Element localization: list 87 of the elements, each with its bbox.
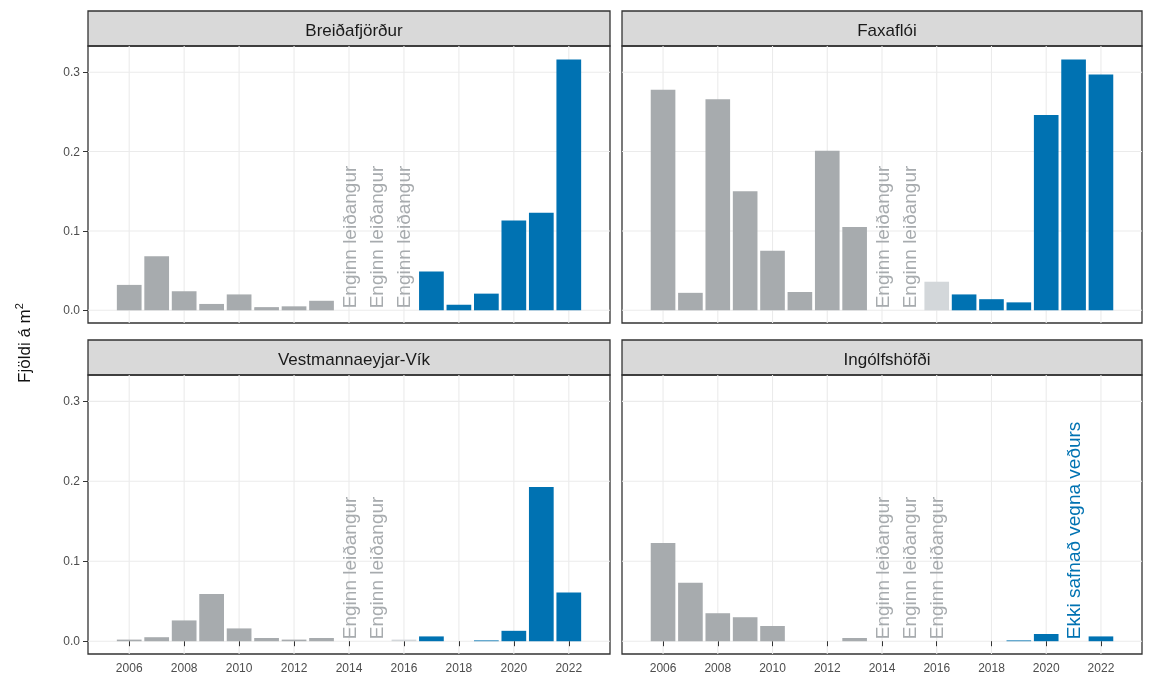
- bar: [144, 637, 170, 642]
- text: Enginn leiðangur: [365, 496, 387, 640]
- x-tick-label: 2018: [445, 661, 473, 675]
- bar: [309, 638, 334, 642]
- bar: [678, 582, 703, 642]
- text: Enginn leiðangur: [898, 165, 920, 309]
- y-tick-label: 0.0: [63, 303, 81, 318]
- bar: [419, 271, 444, 311]
- x-tick-label: 2022: [555, 661, 583, 675]
- bar: [171, 291, 197, 311]
- bar: [556, 592, 582, 642]
- x-tick-label: 2012: [280, 661, 308, 675]
- bar: [732, 191, 758, 311]
- bar: [501, 220, 527, 311]
- bar: [760, 626, 785, 642]
- x-tick-label: 2014: [335, 661, 363, 675]
- x-tick-label: 2008: [170, 661, 198, 675]
- x-tick-label: 2020: [500, 661, 528, 675]
- bar: [650, 542, 676, 642]
- bar: [760, 250, 785, 311]
- x-tick-label: 2006: [649, 661, 677, 675]
- bar: [814, 150, 840, 311]
- x-tick-label: 2022: [1087, 661, 1115, 675]
- bar: [226, 294, 252, 311]
- bar: [951, 294, 977, 311]
- bar: [842, 638, 867, 642]
- bar: [1088, 636, 1114, 642]
- x-tick-label: 2012: [813, 661, 841, 675]
- text: Enginn leiðangur: [926, 496, 948, 640]
- bar: [501, 630, 527, 642]
- bar: [678, 292, 703, 311]
- bar: [1033, 634, 1059, 642]
- text: Enginn leiðangur: [871, 496, 893, 640]
- bar: [474, 293, 499, 311]
- bar: [787, 292, 813, 311]
- bar: [199, 303, 224, 311]
- x-tick-label: 2016: [390, 661, 418, 675]
- y-tick-label: 0.3: [63, 394, 81, 409]
- text: Enginn leiðangur: [365, 165, 387, 309]
- bar: [199, 594, 224, 642]
- x-tick-label: 2016: [923, 661, 951, 675]
- bar: [254, 638, 279, 642]
- bar: [226, 628, 252, 642]
- x-tick-label: 2014: [868, 661, 896, 675]
- x-tick-label: 2018: [978, 661, 1006, 675]
- bar: [1061, 59, 1086, 311]
- bar: [842, 226, 867, 311]
- bar: [419, 636, 444, 642]
- bar: [556, 59, 582, 311]
- y-tick-label: 0.3: [63, 65, 81, 80]
- bar: [705, 99, 731, 311]
- bar: [1006, 302, 1032, 311]
- chart-title: Vestmannaeyjar-Vík: [277, 350, 431, 369]
- x-tick-label: 2010: [225, 661, 253, 675]
- bar: [309, 300, 334, 311]
- y-tick-label: 0.1: [63, 554, 81, 569]
- chart-title: Faxaflói: [857, 21, 917, 40]
- bar: [1088, 74, 1114, 311]
- text: Enginn leiðangur: [871, 165, 893, 309]
- bar: [732, 617, 758, 642]
- bar: [528, 486, 554, 642]
- text: Enginn leiðangur: [338, 496, 360, 640]
- x-tick-label: 2008: [704, 661, 732, 675]
- x-tick-label: 2010: [759, 661, 787, 675]
- y-tick-label: 0.2: [63, 144, 81, 159]
- bar: [171, 620, 197, 642]
- bar: [924, 281, 950, 311]
- chart-title: Breiðafjörður: [305, 21, 403, 40]
- text: Ekki safnað vegna veðurs: [1063, 421, 1085, 640]
- text: Enginn leiðangur: [898, 496, 920, 640]
- text: Enginn leiðangur: [338, 165, 360, 309]
- chart-title: Ingólfshöfði: [843, 350, 931, 369]
- bar: [281, 306, 307, 311]
- y-tick-label: 0.1: [63, 223, 81, 238]
- text: Enginn leiðangur: [393, 165, 415, 309]
- x-tick-label: 2006: [115, 661, 143, 675]
- bar: [144, 256, 170, 311]
- y-tick-label: 0.2: [63, 474, 81, 489]
- bar: [116, 284, 142, 311]
- bar: [528, 212, 554, 311]
- bar: [705, 613, 731, 642]
- y-tick-label: 0.0: [63, 634, 81, 649]
- bar: [254, 307, 279, 311]
- bar: [1033, 115, 1059, 311]
- bar: [979, 299, 1004, 311]
- bar: [650, 89, 676, 311]
- x-tick-label: 2020: [1032, 661, 1060, 675]
